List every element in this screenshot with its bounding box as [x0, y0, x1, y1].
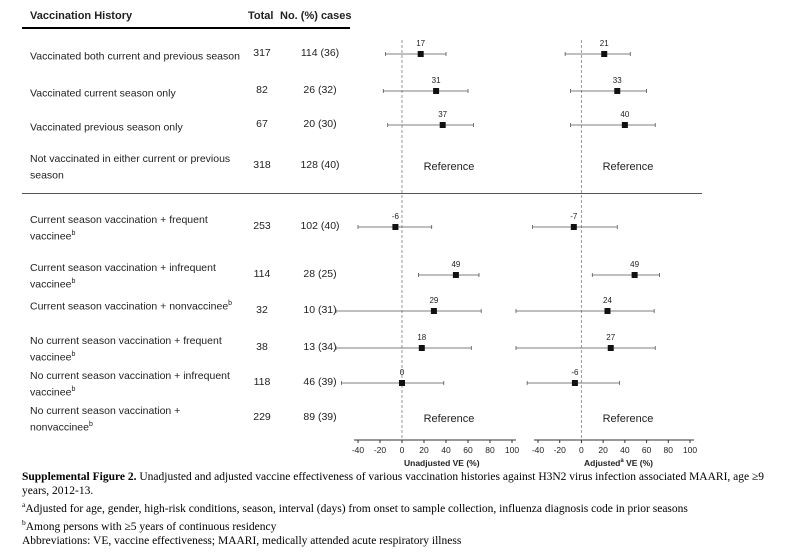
x-tick-label: 60: [642, 445, 652, 455]
header-rule: [22, 27, 350, 29]
row-cases: 89 (39): [303, 411, 337, 423]
x-tick-label: -40: [532, 445, 545, 455]
ve-point: [439, 122, 446, 128]
ve-data-label: 18: [417, 333, 426, 342]
ve-point: [601, 51, 608, 57]
row-cases: 26 (32): [303, 84, 337, 96]
section-divider: [22, 193, 702, 194]
ve-point: [604, 308, 611, 314]
x-tick-label: -40: [352, 445, 365, 455]
row-total: 67: [256, 118, 268, 130]
x-tick-label: 100: [683, 445, 697, 455]
row-cases: 102 (40): [300, 220, 340, 232]
row-cases: 128 (40): [300, 159, 340, 171]
row-cases: 10 (31): [303, 304, 337, 316]
ve-point: [418, 345, 425, 351]
row-label: Not vaccinated in either current or prev…: [30, 153, 231, 182]
ve-data-label: 49: [630, 260, 639, 269]
row-total: 118: [253, 376, 271, 388]
row-cases: 46 (39): [303, 376, 337, 388]
ve-point: [452, 272, 459, 278]
row-total: 229: [253, 411, 271, 423]
ve-data-label: 31: [432, 76, 441, 85]
row-label: No current season vaccination + infreque…: [30, 370, 230, 399]
footnote-b: Among persons with ≥5 years of continuou…: [25, 520, 277, 533]
ve-point: [631, 272, 638, 278]
ve-point: [614, 88, 621, 94]
x-tick-label: 80: [664, 445, 674, 455]
caption-text: Unadjusted and adjusted vaccine effectiv…: [22, 471, 765, 497]
ve-point: [621, 122, 628, 128]
x-axis-title-unadjusted: Unadjusted VE (%): [404, 458, 480, 468]
ve-point: [433, 88, 440, 94]
row-total: 317: [253, 47, 271, 59]
x-tick-label: 0: [579, 445, 584, 455]
row-total: 38: [256, 341, 268, 353]
ve-point: [430, 308, 437, 314]
reference-label: Reference: [424, 413, 475, 425]
ve-point: [392, 224, 399, 230]
ve-point: [399, 380, 405, 386]
ve-data-label: 37: [438, 110, 447, 119]
x-tick-label: 80: [485, 445, 495, 455]
x-tick-label: 0: [400, 445, 405, 455]
ve-data-label: 21: [600, 39, 609, 48]
row-label: Current season vaccination + infrequent …: [30, 262, 216, 291]
ve-data-label: 29: [429, 296, 438, 305]
x-tick-label: 40: [620, 445, 630, 455]
row-label: Vaccinated previous season only: [30, 121, 183, 134]
footnote-a: Adjusted for age, gender, high-risk cond…: [25, 502, 688, 515]
row-total: 253: [253, 220, 271, 232]
ve-data-label: 40: [620, 110, 629, 119]
ve-data-label: 33: [613, 76, 622, 85]
ve-point: [607, 345, 614, 351]
row-total: 32: [256, 304, 268, 316]
header-cases: No. (%) cases: [280, 10, 352, 22]
row-total: 318: [253, 159, 271, 171]
ve-data-label: 0: [400, 368, 405, 377]
row-label: No current season vaccination + nonvacci…: [30, 405, 181, 434]
reference-label: Reference: [424, 161, 475, 173]
ve-data-label: -7: [570, 212, 578, 221]
x-tick-label: 40: [441, 445, 451, 455]
row-cases: 13 (34): [303, 341, 337, 353]
row-cases: 114 (36): [300, 47, 340, 59]
row-total: 114: [253, 268, 271, 280]
ve-data-label: 49: [451, 260, 460, 269]
ve-data-label: -6: [392, 212, 400, 221]
x-axis-title-adjusted: Adjusteda VE (%): [584, 458, 653, 468]
row-cases: 28 (25): [303, 268, 337, 280]
row-label: Vaccinated both current and previous sea…: [30, 50, 240, 63]
row-label: No current season vaccination + frequent…: [30, 335, 222, 364]
header-vaccination-history: Vaccination History: [30, 10, 133, 22]
x-tick-label: -20: [554, 445, 567, 455]
x-tick-label: 100: [505, 445, 519, 455]
reference-label: Reference: [603, 161, 654, 173]
figure-caption: Supplemental Figure 2. Unadjusted and ad…: [22, 470, 782, 548]
abbreviations: Abbreviations: VE, vaccine effectiveness…: [22, 534, 462, 547]
ve-data-label: 27: [606, 333, 615, 342]
row-label: Current season vaccination + frequent va…: [30, 214, 208, 243]
x-tick-label: 20: [598, 445, 608, 455]
header-total: Total: [248, 10, 274, 22]
ve-data-label: -6: [571, 368, 579, 377]
ve-point: [417, 51, 424, 57]
ve-data-label: 17: [416, 39, 425, 48]
x-tick-label: 20: [419, 445, 429, 455]
row-cases: 20 (30): [303, 118, 337, 130]
forest-plots: -40 -20 0 20 40 60 80 100 17 31 37 Reference -6 49 29 1…: [335, 39, 697, 455]
x-tick-label: 60: [463, 445, 473, 455]
reference-label: Reference: [603, 413, 654, 425]
row-label: Current season vaccination + nonvaccinee…: [30, 300, 233, 313]
x-tick-label: -20: [374, 445, 387, 455]
row-label: Vaccinated current season only: [30, 87, 176, 100]
caption-lead: Supplemental Figure 2.: [22, 471, 137, 483]
ve-point: [571, 380, 578, 386]
row-total: 82: [256, 84, 268, 96]
ve-data-label: 24: [603, 296, 612, 305]
ve-point: [570, 224, 577, 230]
